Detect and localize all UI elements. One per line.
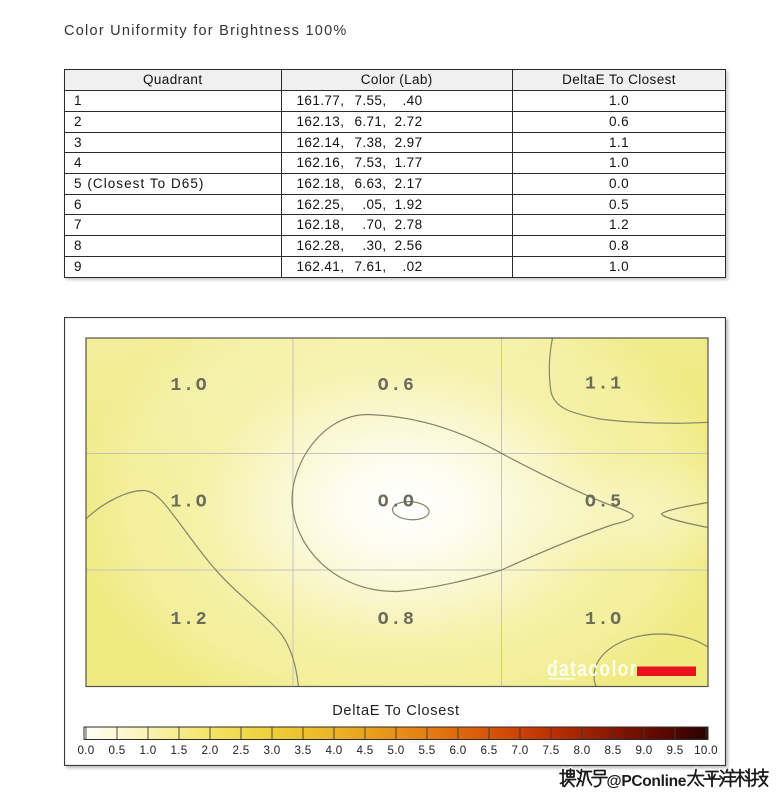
svg-text:0.5: 0.5	[108, 744, 125, 757]
svg-text:1.2: 1.2	[170, 610, 208, 630]
svg-text:0.0: 0.0	[77, 744, 94, 757]
svg-text:1.0: 1.0	[139, 744, 156, 757]
svg-text:2.5: 2.5	[232, 744, 249, 757]
svg-text:8.5: 8.5	[604, 744, 621, 757]
svg-text:DeltaE To Closest: DeltaE To Closest	[332, 703, 460, 719]
svg-text:9.0: 9.0	[635, 744, 652, 757]
svg-text:4.0: 4.0	[325, 744, 342, 757]
svg-text:O.6: O.6	[378, 376, 416, 396]
svg-text:O.5: O.5	[585, 493, 623, 513]
svg-text:@PConline: @PConline	[607, 773, 687, 790]
svg-text:1.O: 1.O	[585, 610, 623, 630]
svg-text:1.O: 1.O	[170, 493, 208, 513]
svg-text:5.0: 5.0	[387, 744, 404, 757]
svg-text:7.5: 7.5	[542, 744, 559, 757]
svg-text:datacolor: datacolor	[547, 657, 638, 682]
svg-text:10.0: 10.0	[694, 744, 718, 757]
svg-text:3.0: 3.0	[263, 744, 280, 757]
svg-text:9.5: 9.5	[666, 744, 683, 757]
svg-text:6.0: 6.0	[449, 744, 466, 757]
svg-text:5.5: 5.5	[418, 744, 435, 757]
svg-text:@PConline: @PConline	[607, 773, 687, 790]
svg-text:8.0: 8.0	[573, 744, 590, 757]
svg-text:1.1: 1.1	[585, 375, 623, 395]
svg-text:3.5: 3.5	[294, 744, 311, 757]
svg-text:O.O: O.O	[378, 493, 416, 513]
svg-text:4.5: 4.5	[356, 744, 373, 757]
svg-text:6.5: 6.5	[480, 744, 497, 757]
svg-text:2.0: 2.0	[201, 744, 218, 757]
svg-text:1.5: 1.5	[170, 744, 187, 757]
svg-text:7.0: 7.0	[511, 744, 528, 757]
svg-text:1.O: 1.O	[170, 376, 208, 396]
svg-text:O.8: O.8	[378, 610, 416, 630]
